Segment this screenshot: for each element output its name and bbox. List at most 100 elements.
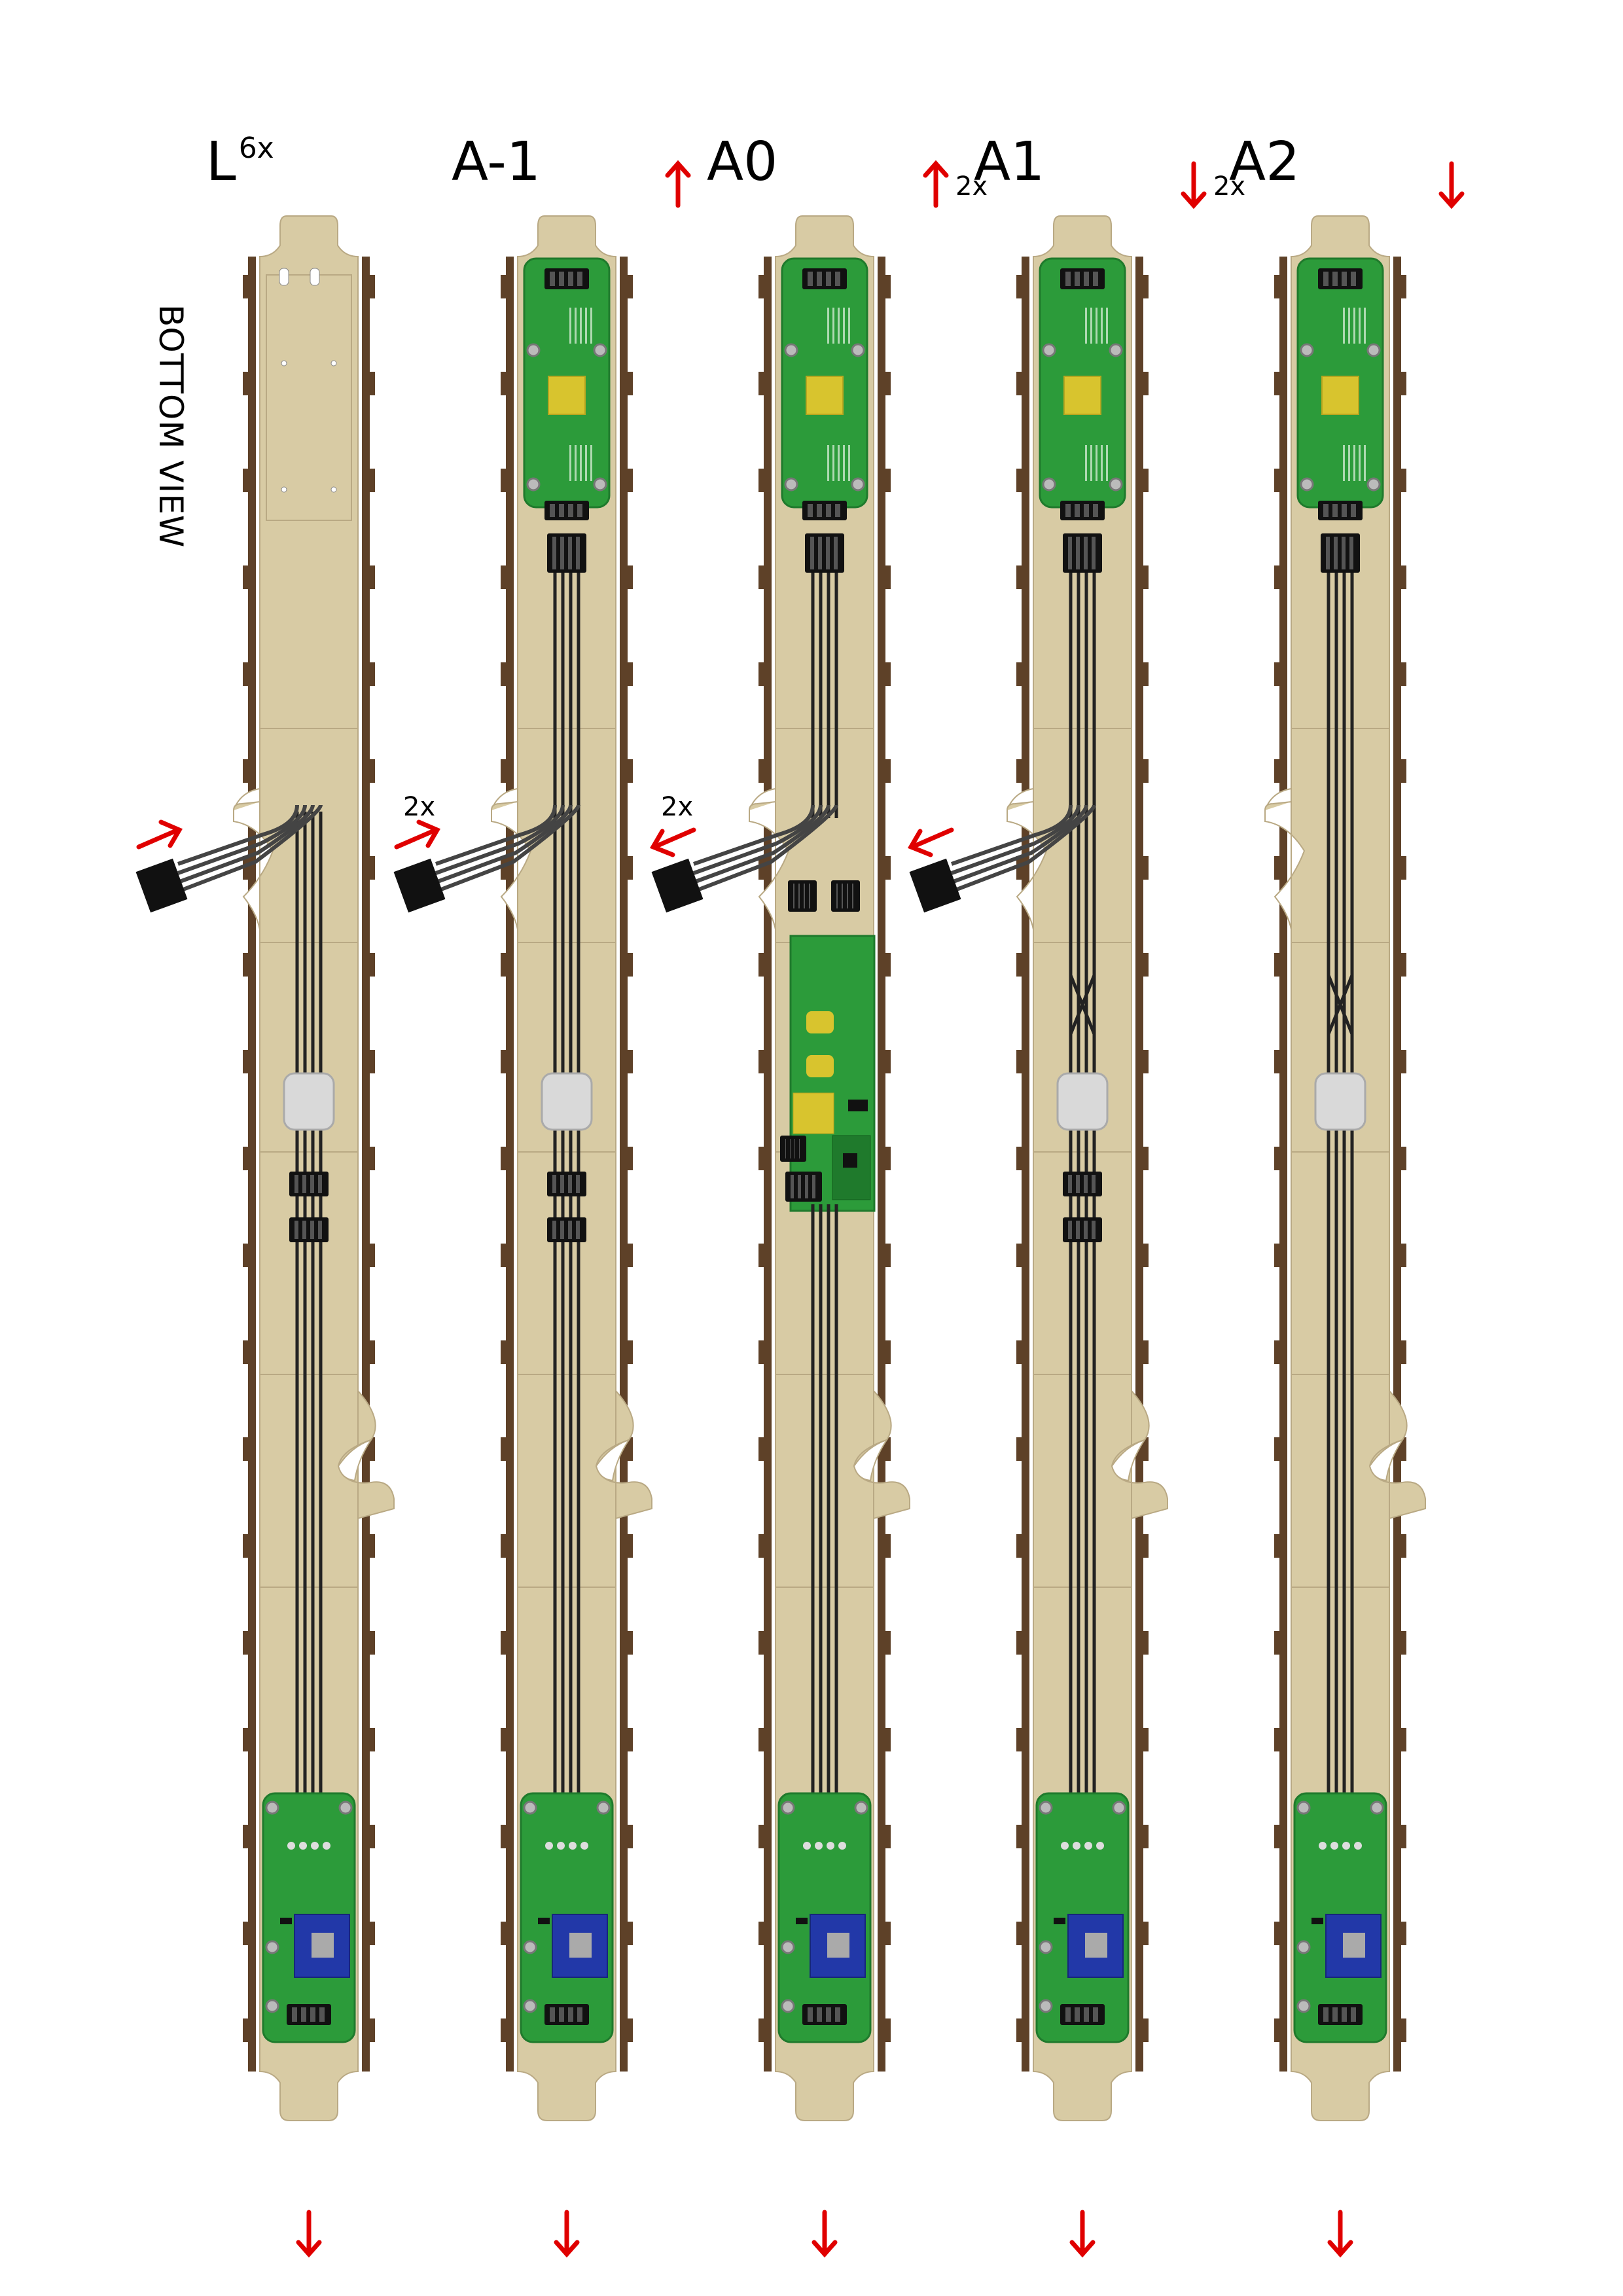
side-cable-multiplier: 2x (403, 792, 436, 822)
side-cable-multiplier: 2x (661, 792, 694, 822)
up-arrow (923, 160, 949, 208)
down-arrow (554, 2210, 580, 2258)
side-cable (909, 804, 1096, 913)
pin-header-connector (1318, 2004, 1363, 2025)
pin-header-connector (547, 1172, 586, 1196)
switch-pad (1314, 1072, 1366, 1131)
top-multiplier: 2x (955, 171, 988, 202)
notch-tab (233, 801, 260, 811)
wood-board (1033, 215, 1132, 2121)
pin-header-connector (287, 2004, 331, 2025)
side-rails (501, 257, 633, 2072)
wood-board (1291, 215, 1390, 2121)
column-title-text: L (206, 131, 236, 193)
side-rails (1274, 257, 1406, 2072)
bottom-notch (337, 1439, 373, 1482)
column-l (135, 215, 395, 2258)
wire-cross (1069, 975, 1096, 1035)
column-a0 (649, 160, 949, 2258)
side-rails (1016, 257, 1149, 2072)
top-pcb (1296, 257, 1384, 520)
pin-header-connector (1060, 2004, 1105, 2025)
up-arrow (665, 160, 691, 208)
bottom-view-label: BOTTOM VIEW (152, 304, 190, 548)
top-pcb (781, 257, 868, 520)
cable-wires (811, 573, 838, 818)
controller-board (780, 880, 876, 1212)
pin-header-connector (289, 1217, 329, 1242)
in-arrow (136, 819, 183, 850)
column-a1 (907, 161, 1207, 2258)
cable-connector (909, 858, 961, 913)
pin-header-connector (802, 2004, 847, 2025)
pin-header-connector (1318, 268, 1363, 289)
pin-header-connector (547, 1217, 586, 1242)
column-title-a0: A0 (707, 131, 777, 193)
pin-header-connector (802, 268, 847, 289)
switch-pad (541, 1072, 593, 1131)
notch-tab (1264, 801, 1292, 811)
pin-header-connector (788, 880, 817, 912)
top-pcb (1039, 257, 1126, 520)
pin-header-connector (831, 880, 860, 912)
side-cable (651, 804, 838, 913)
column-title-a2: A2 (1229, 131, 1300, 193)
bottom-notch (595, 1439, 631, 1482)
bottom-pcb (777, 1792, 872, 2043)
side-cable (135, 804, 323, 913)
bottom-notch (1368, 1439, 1404, 1482)
cable-wires (1327, 573, 1354, 2036)
pin-header-connector (1063, 1217, 1102, 1242)
side-cable (393, 804, 580, 913)
pin-header-connector (1060, 501, 1105, 520)
pin-header-connector (1060, 268, 1105, 289)
cable-connector (393, 858, 446, 913)
wood-board (517, 215, 616, 2121)
pin-header-connector (544, 2004, 589, 2025)
column-title-l: L6x (206, 131, 274, 193)
column-title-text: A-1 (452, 131, 541, 193)
pin-header-connector (289, 1172, 329, 1196)
column-title-a1: A1 (974, 131, 1044, 193)
column-a-1 (393, 160, 691, 2258)
column-title-text: A1 (974, 131, 1045, 193)
notch-tab (491, 801, 518, 811)
top-multiplier: 2x (1213, 171, 1246, 202)
pin-header-connector (780, 1136, 806, 1162)
side-rails (243, 257, 375, 2072)
down-arrow (812, 2210, 838, 2258)
out-arrow (907, 827, 954, 857)
notch-tab (749, 801, 776, 811)
down-arrow (1438, 161, 1465, 209)
bottom-notch (1111, 1439, 1147, 1482)
pin-header-connector (1063, 1172, 1102, 1196)
pin-header-connector (785, 1172, 822, 1202)
pin-header-connector (544, 501, 589, 520)
column-title-a-1: A-1 (452, 131, 541, 193)
switch-pad (283, 1072, 335, 1131)
pin-header-connector (1318, 501, 1363, 520)
bottom-pcb (1035, 1792, 1130, 2043)
notch-tab (1007, 801, 1034, 811)
pin-header-connector (547, 533, 586, 573)
bottom-notch (853, 1439, 889, 1482)
down-arrow (296, 2210, 322, 2258)
out-arrow (649, 827, 696, 857)
pin-header-connector (805, 533, 844, 573)
pin-header-connector (1321, 533, 1360, 573)
wire-cross (1327, 975, 1354, 1035)
column-title-text: A2 (1229, 131, 1300, 193)
switch-pad (1056, 1072, 1109, 1131)
pin-header-connector (802, 501, 847, 520)
column-a2 (1264, 161, 1465, 2258)
down-arrow (1327, 2210, 1353, 2258)
cable-connector (651, 858, 704, 913)
wood-board (259, 215, 359, 2121)
side-rails (758, 257, 891, 2072)
down-arrow (1181, 161, 1207, 209)
bottom-pcb (1293, 1792, 1387, 2043)
bottom-pcb (520, 1792, 614, 2043)
top-pcb (523, 257, 611, 520)
column-title-superscript: 6x (238, 132, 274, 165)
